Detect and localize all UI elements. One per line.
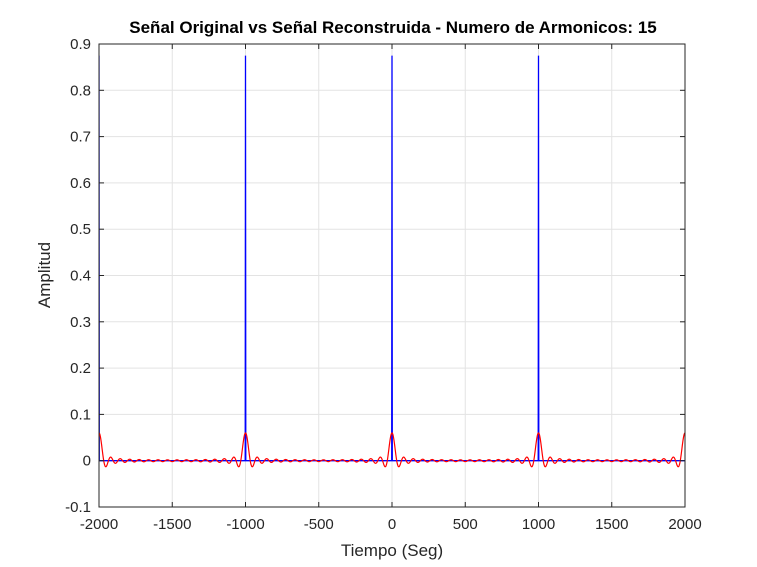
chart-title: Señal Original vs Señal Reconstruida - N… bbox=[129, 18, 656, 37]
x-tick-label: 2000 bbox=[668, 516, 701, 533]
x-tick-label: -500 bbox=[304, 516, 334, 533]
x-axis-label: Tiempo (Seg) bbox=[341, 541, 443, 560]
y-tick-label: 0.6 bbox=[70, 175, 91, 192]
x-tick-label: -2000 bbox=[80, 516, 118, 533]
y-tick-label: -0.1 bbox=[65, 499, 91, 516]
x-tick-label: 0 bbox=[388, 516, 396, 533]
y-axis-label: Amplitud bbox=[35, 242, 54, 308]
y-tick-label: 0.8 bbox=[70, 82, 91, 99]
y-axis-ticks: -0.1 0 0.1 0.2 0.3 0.4 0.5 0.6 0.7 0.8 0.9 bbox=[65, 36, 685, 516]
y-tick-label: 0.2 bbox=[70, 360, 91, 377]
x-tick-label: 1500 bbox=[595, 516, 628, 533]
series-reconstructed-line bbox=[99, 432, 685, 468]
x-tick-label: 500 bbox=[453, 516, 478, 533]
y-tick-label: 0.5 bbox=[70, 221, 91, 238]
y-tick-label: 0.1 bbox=[70, 406, 91, 423]
x-tick-label: 1000 bbox=[522, 516, 555, 533]
y-tick-label: 0.3 bbox=[70, 314, 91, 331]
x-tick-label: -1000 bbox=[226, 516, 264, 533]
y-tick-label: 0.7 bbox=[70, 129, 91, 146]
y-tick-label: 0.4 bbox=[70, 268, 91, 285]
x-tick-label: -1500 bbox=[153, 516, 191, 533]
x-axis-ticks: -2000 -1500 -1000 -500 0 500 1000 1500 2000 bbox=[80, 44, 702, 533]
y-tick-label: 0 bbox=[83, 453, 91, 470]
y-tick-label: 0.9 bbox=[70, 36, 91, 53]
